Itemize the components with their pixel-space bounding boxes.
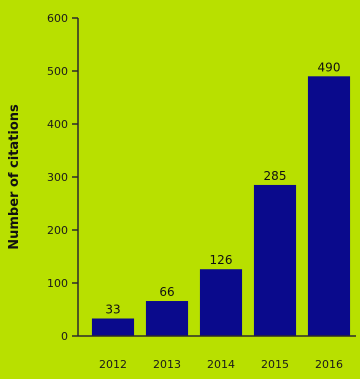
x-tick-label-2012: 2012 (99, 358, 127, 371)
x-tick-label-2015: 2015 (261, 358, 289, 371)
x-axis-ticks: 2012 2013 2014 2015 2016 (99, 358, 343, 371)
x-tick-label-2014: 2014 (207, 358, 235, 371)
x-tick-label-2013: 2013 (153, 358, 181, 371)
data-label-2014: 126 (210, 253, 233, 267)
x-tick-label-2016: 2016 (315, 358, 343, 371)
bar-2015 (253, 184, 297, 336)
bar-2016 (307, 76, 351, 337)
data-label-2015: 285 (264, 169, 287, 183)
y-axis-ticks: 0 100 200 300 400 500 600 (47, 12, 78, 343)
y-tick-label: 600 (47, 12, 68, 25)
y-tick-label: 300 (47, 171, 68, 184)
y-tick-label: 0 (61, 330, 68, 343)
data-label-2013: 66 (159, 285, 174, 299)
data-label-2016: 490 (318, 60, 341, 74)
bars-group: 33 66 126 285 490 (91, 60, 351, 337)
data-label-2012: 33 (105, 303, 120, 317)
bar-2014 (199, 269, 243, 336)
y-axis-title: Number of citations (7, 104, 22, 250)
y-tick-label: 100 (47, 277, 68, 290)
y-tick-label: 500 (47, 65, 68, 78)
bar-2013 (145, 301, 189, 336)
y-tick-label: 400 (47, 118, 68, 131)
bar-2012 (91, 318, 135, 336)
y-tick-label: 200 (47, 224, 68, 237)
